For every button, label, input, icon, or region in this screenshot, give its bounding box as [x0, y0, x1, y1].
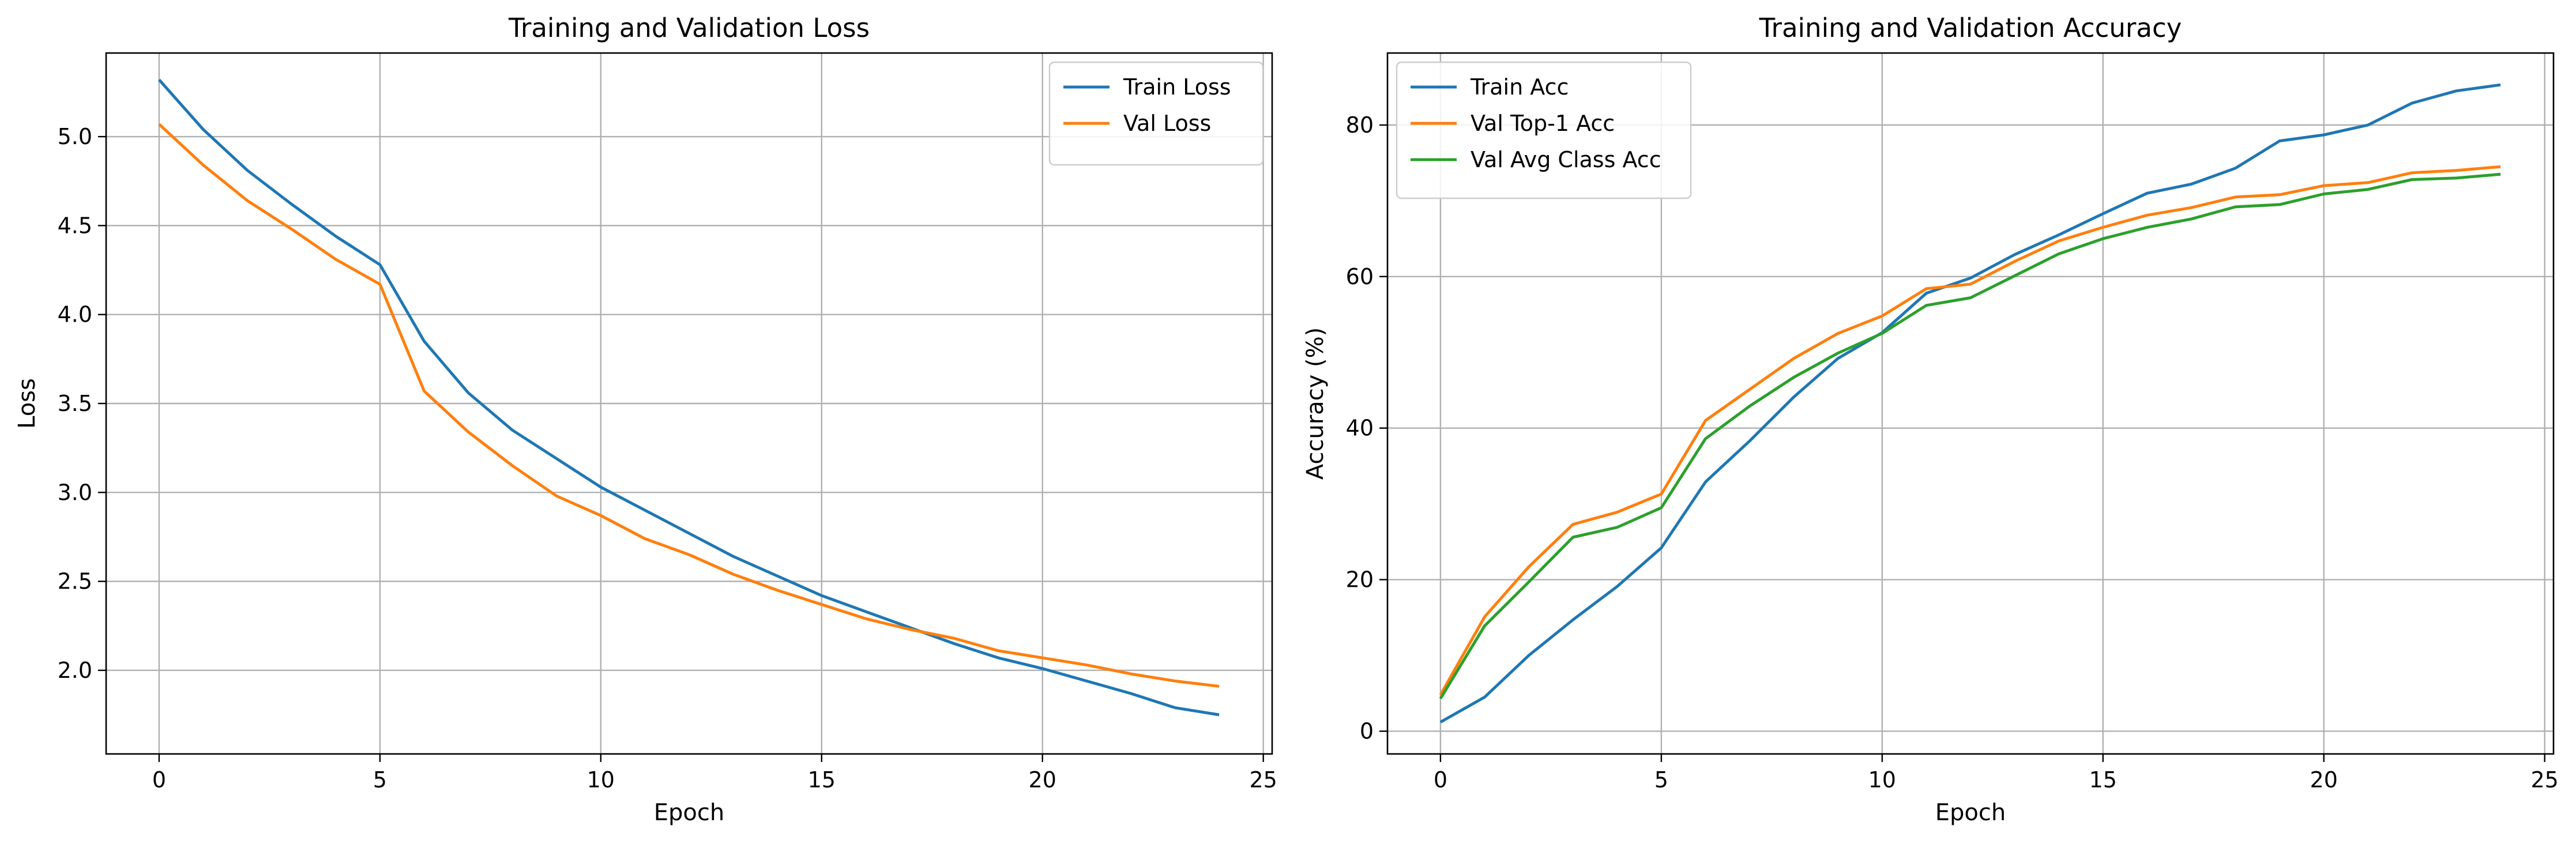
x-tick-label: 25: [2531, 767, 2559, 793]
loss-chart: 0 5 10 15 20 25 2.0 2.5 3.0 3.5 4.0 4.5 5.0 Training…: [14, 13, 1277, 826]
x-tick-label: 5: [1654, 767, 1668, 793]
x-tick-label: 0: [152, 767, 166, 793]
y-tick-label: 2.0: [58, 658, 92, 683]
x-tick-label: 15: [808, 767, 836, 793]
series-line-1: [1439, 165, 2501, 696]
x-tick-label: 10: [587, 767, 615, 793]
legend-frame: [1396, 61, 1692, 199]
x-tick-label: 5: [373, 767, 387, 793]
y-tick-label: 60: [1346, 264, 1374, 289]
x-tick-label: 20: [1029, 767, 1056, 793]
y-tick-label: 3.0: [58, 480, 92, 505]
legend: Train Acc Val Top-1 Acc Val Avg Class Acc: [1396, 61, 1692, 199]
y-tick-label: 5.0: [58, 124, 92, 149]
series-line-2: [1439, 172, 2501, 700]
y-axis-label: Loss: [14, 378, 40, 429]
axis-ticks: 0 5 10 15 20 25 2.0 2.5 3.0 3.5 4.0 4.5 5.0: [58, 124, 1277, 793]
legend-label: Val Loss: [1123, 111, 1211, 136]
series-line-0: [158, 78, 1220, 716]
series-lines: [158, 78, 1220, 716]
y-axis-label: Accuracy (%): [1302, 327, 1329, 480]
y-tick-label: 0: [1360, 719, 1374, 744]
x-tick-label: 15: [2089, 767, 2117, 793]
x-tick-label: 0: [1434, 767, 1447, 793]
legend: Train Loss Val Loss: [1048, 61, 1264, 166]
y-tick-label: 80: [1346, 112, 1374, 138]
x-axis-label: Epoch: [1935, 799, 2006, 826]
y-tick-label: 2.5: [58, 569, 92, 594]
legend-label: Val Top-1 Acc: [1471, 111, 1615, 136]
y-tick-label: 3.5: [58, 391, 92, 416]
x-axis-label: Epoch: [654, 799, 724, 826]
y-tick-label: 20: [1346, 567, 1374, 593]
accuracy-chart: 0 5 10 15 20 25 0 20 40 60 80 Training and Validat…: [1302, 13, 2559, 826]
legend-label: Train Loss: [1123, 74, 1231, 100]
chart-title: Training and Validation Loss: [508, 13, 870, 43]
legend-label: Train Acc: [1470, 74, 1569, 100]
series-lines: [1439, 83, 2501, 723]
x-tick-label: 25: [1250, 767, 1277, 793]
axis-ticks: 0 5 10 15 20 25 0 20 40 60 80: [1346, 112, 2559, 793]
y-tick-label: 4.0: [58, 302, 92, 327]
chart-title: Training and Validation Accuracy: [1759, 13, 2182, 43]
x-tick-label: 10: [1868, 767, 1896, 793]
series-line-1: [158, 123, 1220, 688]
series-line-0: [1439, 83, 2501, 723]
legend-label: Val Avg Class Acc: [1471, 147, 1661, 172]
y-tick-label: 4.5: [58, 213, 92, 238]
y-tick-label: 40: [1346, 416, 1374, 441]
plot-area-frame: [1386, 52, 2555, 755]
x-tick-label: 20: [2310, 767, 2338, 793]
